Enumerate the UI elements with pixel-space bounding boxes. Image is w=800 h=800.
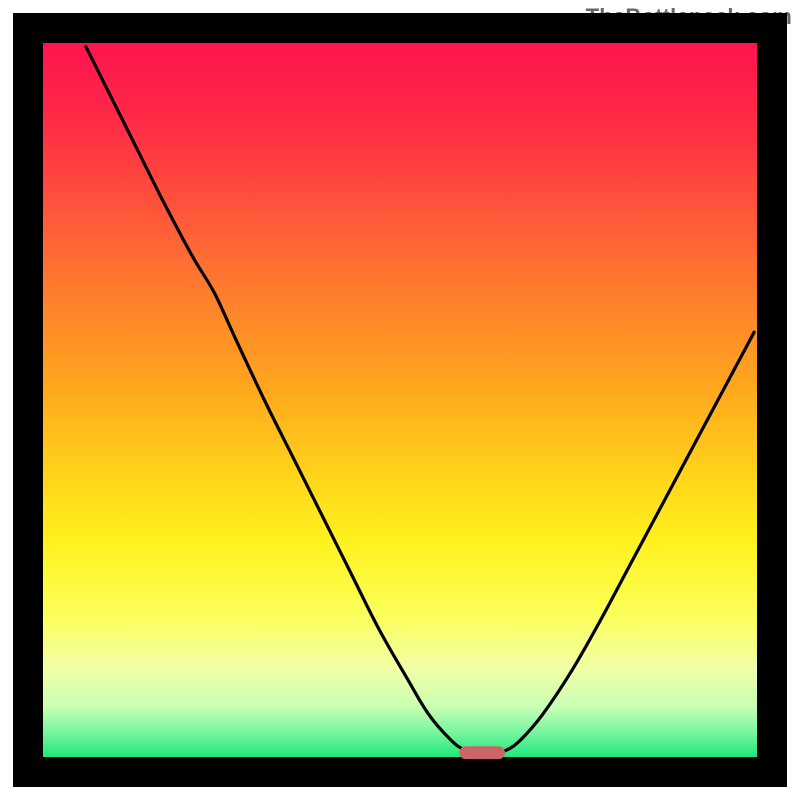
- chart-background: [43, 43, 757, 757]
- optimal-marker: [459, 746, 505, 759]
- bottleneck-chart: [0, 0, 800, 800]
